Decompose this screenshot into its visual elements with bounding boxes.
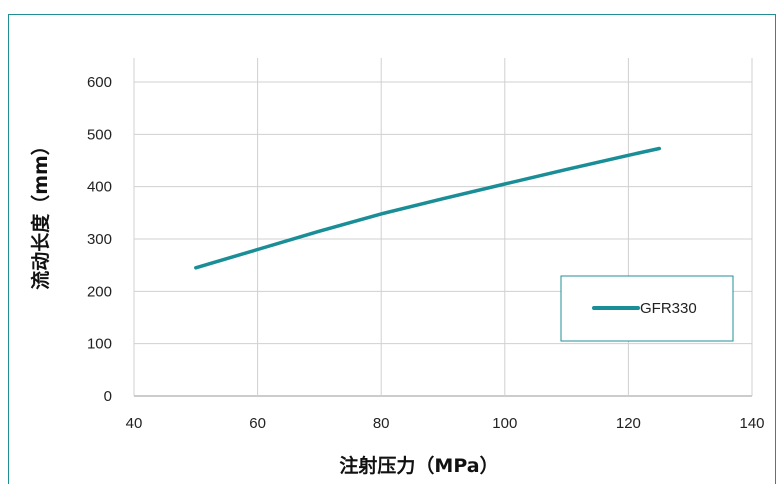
- y-tick-label: 300: [87, 231, 112, 248]
- y-axis-title: 流动长度（mm）: [29, 136, 52, 290]
- series-lines: [194, 146, 662, 270]
- y-tick-label: 600: [87, 74, 112, 91]
- y-tick-label: 100: [87, 336, 112, 353]
- grid-lines: [133, 58, 753, 397]
- chart-frame: [8, 14, 776, 484]
- x-tick-label: 80: [373, 415, 390, 432]
- x-axis-title: 注射压力（MPa）: [339, 454, 498, 477]
- y-tick-label: 200: [87, 283, 112, 300]
- y-tick-labels: 0 100 200 300 400 500 600: [87, 74, 112, 405]
- x-tick-label: 100: [492, 415, 517, 432]
- legend-label-gfr330: GFR330: [640, 300, 697, 317]
- x-tick-label: 140: [739, 415, 764, 432]
- legend: GFR330: [560, 275, 734, 342]
- x-tick-label: 60: [249, 415, 266, 432]
- legend-box: [560, 275, 734, 342]
- x-tick-label: 120: [616, 415, 641, 432]
- y-tick-label: 0: [104, 388, 112, 405]
- y-tick-label: 400: [87, 179, 112, 196]
- x-tick-label: 40: [126, 415, 143, 432]
- series-line-gfr330: [194, 146, 662, 270]
- x-tick-labels: 40 60 80 100 120 140: [126, 415, 765, 432]
- y-tick-label: 500: [87, 126, 112, 143]
